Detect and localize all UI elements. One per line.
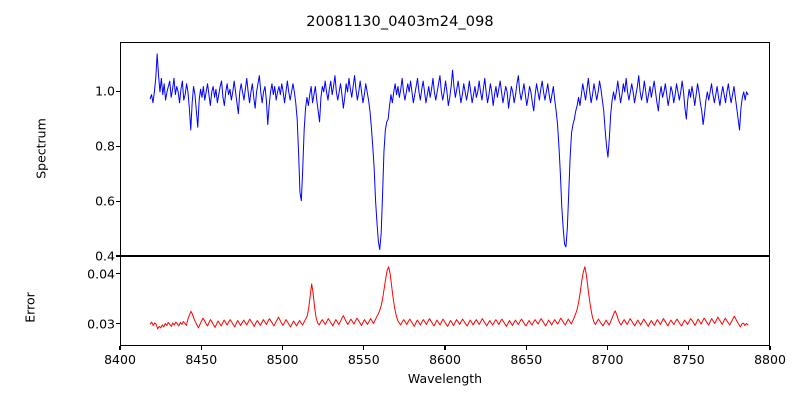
y-tick-label: 0.4 (95, 248, 115, 264)
x-tick-mark (688, 346, 690, 350)
x-tick-mark (119, 346, 121, 350)
y-tick-mark (116, 145, 120, 147)
x-tick-mark (200, 346, 202, 350)
error-plot-area (149, 266, 749, 330)
y-tick-mark (116, 322, 120, 325)
y-tick-label: 0.03 (87, 316, 115, 331)
x-tick-mark (281, 346, 284, 350)
x-tick-label: 8700 (591, 352, 624, 367)
spectrum-y-axis-label: Spectrum (33, 118, 49, 179)
error-trace (149, 266, 749, 330)
x-tick-label: 8600 (429, 352, 461, 367)
spectrum-panel (120, 42, 770, 256)
x-tick-mark (525, 346, 527, 350)
x-tick-mark (606, 346, 609, 350)
figure-title: 20081130_0403m24_098 (306, 14, 494, 30)
y-tick-mark (116, 255, 120, 257)
y-tick-mark (116, 90, 120, 92)
x-tick-mark (444, 346, 446, 350)
x-tick-label: 8550 (347, 352, 380, 367)
y-tick-mark (116, 272, 120, 275)
error-y-axis-label: Error (22, 292, 38, 323)
y-tick-label: 0.6 (95, 193, 115, 209)
x-tick-mark (363, 346, 365, 350)
y-tick-mark (116, 200, 120, 202)
x-axis-label: Wavelength (407, 371, 483, 386)
error-panel (120, 256, 770, 346)
x-tick-label: 8450 (185, 352, 218, 367)
y-tick-label: 1.0 (95, 83, 115, 99)
y-tick-label: 0.8 (95, 138, 115, 154)
x-tick-label: 8650 (510, 352, 543, 367)
spectrum-plot-area (149, 53, 749, 251)
x-tick-mark (769, 346, 771, 350)
x-tick-label: 8400 (104, 352, 136, 367)
spectrum-trace (149, 53, 749, 251)
x-tick-label: 8750 (672, 352, 705, 367)
x-tick-label: 8800 (754, 352, 786, 367)
x-tick-label: 8500 (266, 352, 299, 367)
y-tick-label: 0.04 (87, 266, 115, 281)
